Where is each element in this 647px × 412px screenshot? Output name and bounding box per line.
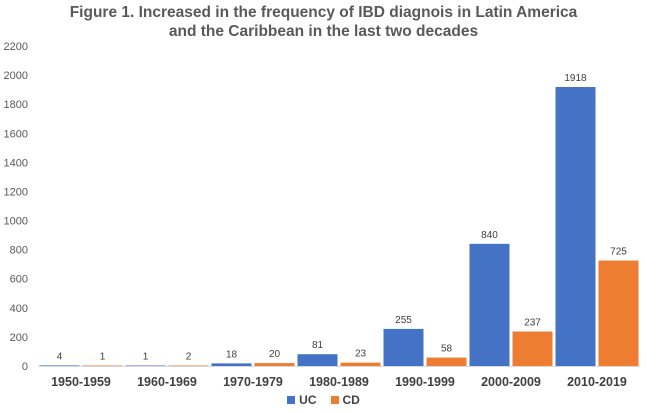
- legend-item-uc: UC: [287, 393, 317, 407]
- y-tick-label: 0: [22, 361, 28, 373]
- bar-uc-2010-2019: [555, 87, 596, 366]
- x-tick-label: 2000-2009: [481, 375, 541, 389]
- chart-title-line2: and the Caribbean in the last two decade…: [168, 23, 479, 40]
- data-label-cd-1950-1959: 1: [100, 352, 106, 363]
- data-label-uc-1960-1969: 1: [143, 352, 149, 363]
- x-tick-label: 1970-1979: [223, 375, 283, 389]
- bar-cd-1960-1969: [168, 365, 209, 366]
- x-tick-label: 1950-1959: [51, 375, 111, 389]
- data-label-cd-1980-1989: 23: [355, 349, 367, 360]
- x-tick-label: 1960-1969: [137, 375, 197, 389]
- legend-label-uc: UC: [299, 393, 317, 407]
- data-label-uc-1950-1959: 4: [57, 351, 63, 362]
- chart-title: Figure 1. Increased in the frequency of …: [0, 3, 647, 41]
- y-tick-label: 2000: [4, 70, 28, 82]
- data-label-uc-1990-1999: 255: [395, 315, 412, 326]
- legend-swatch-uc: [287, 396, 296, 404]
- data-label-cd-2000-2009: 237: [524, 318, 541, 329]
- y-tick-label: 1000: [4, 216, 28, 228]
- bar-cd-2010-2019: [598, 260, 639, 366]
- legend-label-cd: CD: [342, 393, 360, 407]
- y-tick-label: 2200: [4, 41, 28, 53]
- legend-swatch-cd: [330, 396, 339, 404]
- bar-cd-1950-1959: [82, 365, 123, 366]
- bar-uc-1950-1959: [39, 365, 80, 366]
- chart-title-line1: Figure 1. Increased in the frequency of …: [69, 4, 578, 21]
- y-tick-label: 400: [10, 303, 28, 315]
- data-label-uc-2000-2009: 840: [481, 230, 498, 241]
- y-tick-label: 1200: [4, 186, 28, 198]
- y-tick-label: 800: [10, 245, 28, 257]
- legend: UC CD: [0, 393, 647, 407]
- y-tick-label: 1600: [4, 128, 28, 140]
- bar-cd-1980-1989: [340, 362, 381, 366]
- bar-uc-1980-1989: [297, 354, 338, 366]
- x-tick-label: 2010-2019: [567, 375, 627, 389]
- x-tick-label: 1980-1989: [309, 375, 369, 389]
- bar-uc-2000-2009: [469, 243, 510, 366]
- x-tick-label: 1990-1999: [395, 375, 455, 389]
- legend-item-cd: CD: [330, 393, 360, 407]
- bar-uc-1960-1969: [125, 365, 166, 366]
- bar-cd-1990-1999: [426, 357, 467, 366]
- data-label-uc-1970-1979: 18: [226, 349, 238, 360]
- bar-cd-2000-2009: [512, 331, 553, 366]
- data-label-uc-1980-1989: 81: [312, 340, 324, 351]
- bar-cd-1970-1979: [254, 363, 295, 366]
- data-label-cd-1990-1999: 58: [441, 344, 453, 355]
- y-tick-label: 1400: [4, 157, 28, 169]
- bar-uc-1990-1999: [383, 328, 424, 366]
- bar-uc-1970-1979: [211, 363, 252, 366]
- y-tick-label: 600: [10, 274, 28, 286]
- y-tick-label: 1800: [4, 99, 28, 111]
- data-label-cd-1970-1979: 20: [269, 349, 281, 360]
- y-tick-label: 200: [10, 332, 28, 344]
- data-label-uc-2010-2019: 1918: [564, 73, 587, 84]
- data-label-cd-2010-2019: 725: [610, 247, 627, 258]
- data-label-cd-1960-1969: 2: [186, 352, 192, 363]
